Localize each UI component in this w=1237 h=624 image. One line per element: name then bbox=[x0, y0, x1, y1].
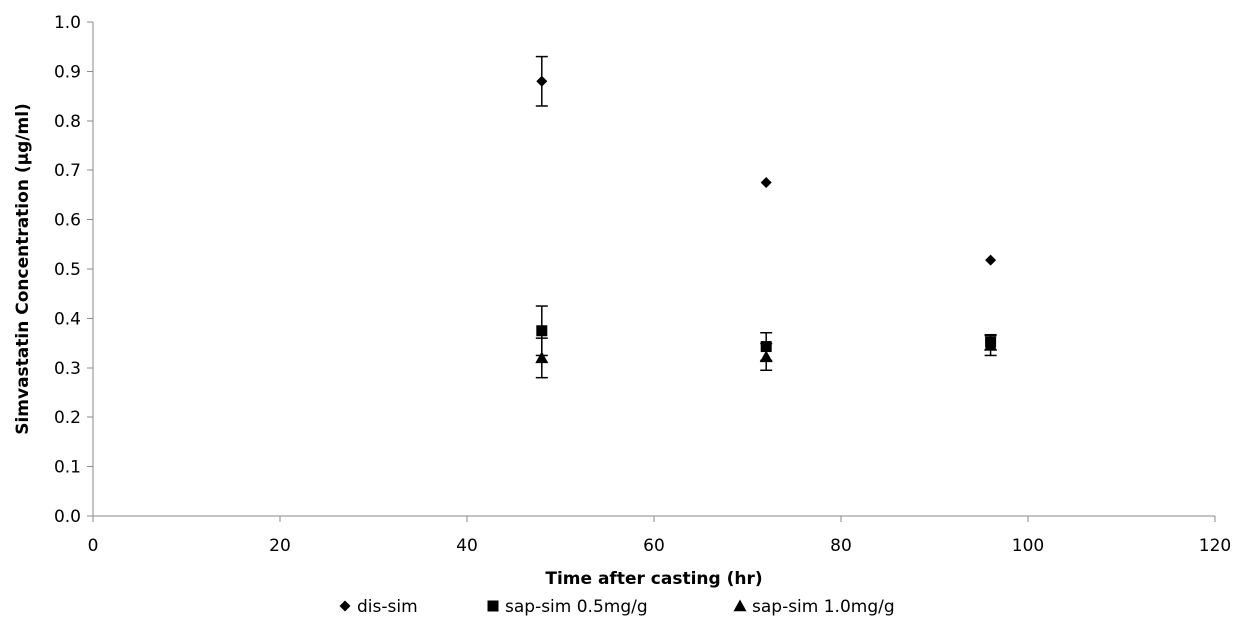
axes bbox=[92, 22, 1215, 517]
x-tick-label: 60 bbox=[643, 536, 665, 556]
y-tick-label: 0.6 bbox=[54, 211, 81, 231]
y-tick-label: 1.0 bbox=[54, 13, 81, 33]
y-tick-label: 0.9 bbox=[54, 62, 81, 82]
x-axis-title: Time after casting (hr) bbox=[545, 569, 762, 589]
data-point-triangle bbox=[759, 350, 773, 363]
legend-marker-square bbox=[487, 600, 499, 612]
y-tick-label: 0.2 bbox=[54, 408, 81, 428]
x-tick-label: 40 bbox=[456, 536, 478, 556]
x-tick-label: 100 bbox=[1012, 536, 1044, 556]
data-point-triangle bbox=[535, 351, 549, 364]
data-point-diamond bbox=[760, 177, 772, 189]
legend-label: dis-sim bbox=[357, 597, 418, 617]
legend-marker-diamond bbox=[339, 600, 351, 612]
data-point-square bbox=[760, 341, 772, 353]
y-tick-label: 0.0 bbox=[54, 507, 81, 527]
x-tick-label: 120 bbox=[1199, 536, 1231, 556]
legend-marker-triangle bbox=[733, 599, 747, 612]
data-point-diamond bbox=[536, 75, 548, 87]
y-tick-label: 0.5 bbox=[54, 260, 81, 280]
legend-label: sap-sim 1.0mg/g bbox=[752, 597, 895, 617]
x-tick-label: 20 bbox=[269, 536, 291, 556]
x-tick-label: 80 bbox=[830, 536, 852, 556]
y-tick-label: 0.1 bbox=[54, 458, 81, 478]
data-point-diamond bbox=[985, 254, 997, 266]
error-bars bbox=[535, 55, 997, 379]
y-tick-label: 0.8 bbox=[54, 112, 81, 132]
x-tick-label: 0 bbox=[88, 536, 99, 556]
legend-label: sap-sim 0.5mg/g bbox=[505, 597, 648, 617]
ticks: 0.0 0.1 0.2 0.3 0.4 0.5 0.6 0.7 0.8 0.9 1.0 0 20 40 60… bbox=[54, 13, 1231, 556]
y-tick-label: 0.3 bbox=[54, 359, 81, 379]
legend: dis-sim sap-sim 0.5mg/g sap-sim 1.0mg/g bbox=[339, 597, 895, 617]
data-point-square bbox=[536, 325, 548, 337]
y-tick-label: 0.7 bbox=[54, 161, 81, 181]
data-points bbox=[535, 75, 998, 364]
y-axis-title: Simvastatin Concentration (µg/ml) bbox=[13, 103, 33, 435]
y-tick-label: 0.4 bbox=[54, 309, 81, 329]
data-point-triangle bbox=[984, 339, 998, 351]
